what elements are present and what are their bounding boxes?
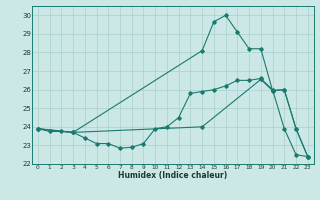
X-axis label: Humidex (Indice chaleur): Humidex (Indice chaleur) <box>118 171 228 180</box>
